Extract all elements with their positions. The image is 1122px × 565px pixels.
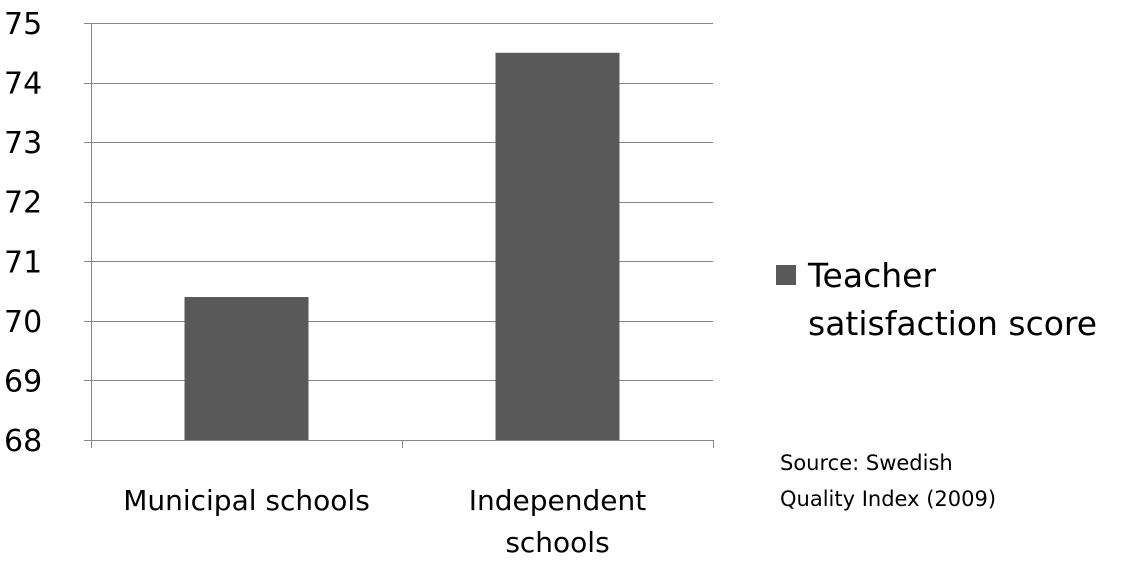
bars [184, 52, 620, 441]
y-tick-label: 70 [4, 305, 42, 340]
x-tick-label: Municipal schools [123, 484, 370, 517]
x-tick-label: Independent schools [469, 484, 646, 559]
y-tick-label: 69 [4, 364, 42, 399]
gridlines [91, 23, 713, 381]
y-tick-label: 73 [4, 126, 42, 161]
y-tick-label: 74 [4, 67, 42, 102]
y-tick-label: 71 [4, 245, 42, 280]
y-tick-label: 75 [4, 7, 42, 42]
bar [495, 52, 620, 441]
legend: Teacher satisfaction score [776, 252, 1116, 348]
y-tick-label: 68 [4, 424, 42, 459]
y-tick-labels: 68 69 70 71 72 73 74 75 [4, 7, 42, 459]
x-tick-labels: Municipal schools Independent schools [123, 484, 646, 559]
legend-swatch [776, 265, 796, 285]
y-tick-label: 72 [4, 186, 42, 221]
source-note: Source: Swedish Quality Index (2009) [780, 451, 997, 511]
axes [84, 23, 714, 448]
bar [184, 297, 309, 440]
legend-label: Teacher satisfaction score [808, 256, 1098, 343]
